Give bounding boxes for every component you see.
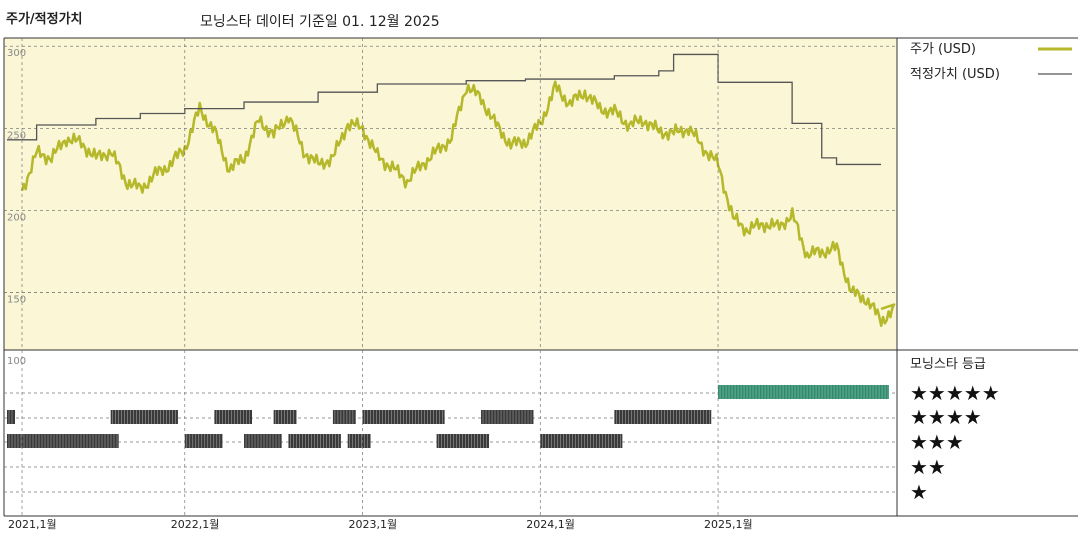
y-tick-label: 300 xyxy=(7,48,26,59)
price-panel: 300 250 200 150 100 xyxy=(3,37,1078,517)
rating-bar-hatch xyxy=(364,410,443,424)
rating-bar xyxy=(347,434,371,448)
rating-bar xyxy=(614,410,712,424)
x-axis: 2021,1월 2022,1월 2023,1월 2024,1월 2025,1월 xyxy=(8,38,753,531)
legend-stars-2: ★★ xyxy=(910,455,946,479)
rating-bar-hatch xyxy=(275,410,294,424)
x-tick-label: 2025,1월 xyxy=(704,518,753,531)
legend-stars-4: ★★★★ xyxy=(910,405,982,429)
rating-bar-hatch xyxy=(349,434,369,448)
x-tick-label: 2023,1월 xyxy=(349,518,398,531)
rating-panel xyxy=(4,385,897,493)
rating-bar-hatch xyxy=(334,410,354,424)
legend: 주가 (USD) 적정가치 (USD) 모닝스타 등급 ★★★★★ ★★★★ ★… xyxy=(910,42,1072,504)
legend-stars-1: ★ xyxy=(910,480,928,504)
legend-stars-3: ★★★ xyxy=(910,430,964,454)
x-tick-label: 2022,1월 xyxy=(171,518,220,531)
rating-bar xyxy=(214,410,253,424)
rating-bar-hatch xyxy=(245,434,280,448)
rating-bar-hatch xyxy=(216,410,250,424)
legend-fair-value-label: 적정가치 (USD) xyxy=(910,67,1000,82)
rating-bar-hatch xyxy=(438,434,487,448)
rating-bar-hatch xyxy=(616,410,710,424)
price-series-line xyxy=(20,80,896,328)
rating-bar-hatch xyxy=(482,410,532,424)
chart-header-label: 주가/적정가치 xyxy=(6,12,83,27)
rating-bar xyxy=(273,410,297,424)
x-tick-label: 2024,1월 xyxy=(526,518,575,531)
rating-bar-hatch xyxy=(719,385,889,399)
rating-bar xyxy=(332,410,356,424)
rating-bar xyxy=(184,434,223,448)
y-tick-label: 250 xyxy=(7,130,26,141)
rating-bar-hatch xyxy=(112,410,176,424)
rating-bar-hatch xyxy=(541,434,621,448)
rating-bar xyxy=(7,410,15,424)
x-tick-label: 2021,1월 xyxy=(8,518,57,531)
rating-bar-hatch xyxy=(186,434,221,448)
rating-bar xyxy=(244,434,282,448)
rating-bar-hatch xyxy=(290,434,339,448)
price-panel-background xyxy=(4,38,897,350)
y-tick-label: 100 xyxy=(7,356,26,367)
rating-bar-hatch xyxy=(8,410,13,424)
rating-bar xyxy=(718,385,889,399)
legend-rating-title: 모닝스타 등급 xyxy=(910,357,986,372)
chart-subtitle: 모닝스타 데이터 기준일 01. 12월 2025 xyxy=(200,14,440,30)
fair-value-series-line xyxy=(7,53,881,166)
rating-bar xyxy=(110,410,178,424)
y-tick-label: 200 xyxy=(7,212,26,223)
rating-bar-hatch xyxy=(8,434,118,448)
y-tick-label: 150 xyxy=(7,295,26,306)
legend-price-label: 주가 (USD) xyxy=(910,42,976,57)
legend-stars-5: ★★★★★ xyxy=(910,381,1000,405)
